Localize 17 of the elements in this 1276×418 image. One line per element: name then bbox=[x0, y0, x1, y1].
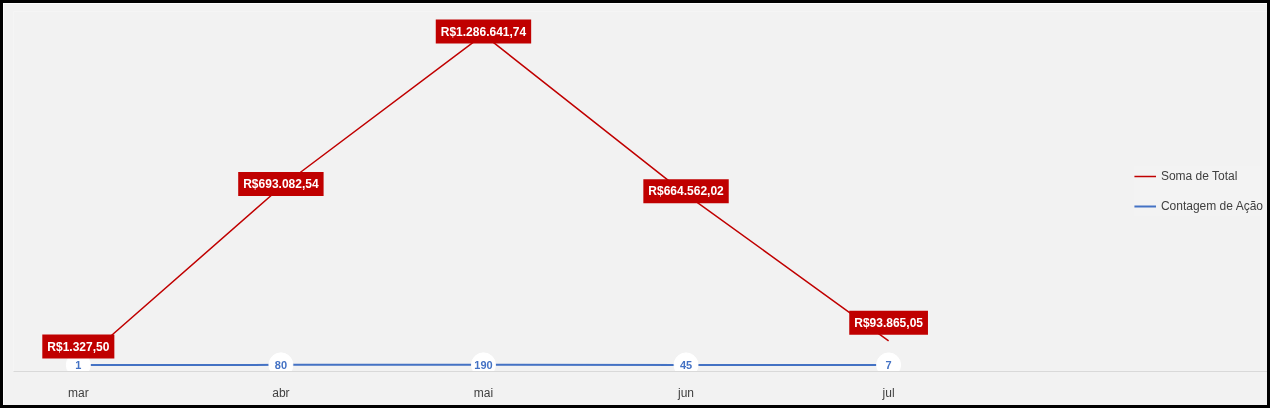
legend-label: Contagem de Ação bbox=[1160, 199, 1263, 213]
x-tick-label: jun bbox=[677, 385, 695, 400]
data-label: R$1.286.641,74 bbox=[440, 24, 527, 39]
legend-label: Soma de Total bbox=[1160, 169, 1238, 183]
data-label: 190 bbox=[474, 358, 493, 371]
data-label: R$1.327,50 bbox=[47, 339, 110, 354]
x-tick-label: mar bbox=[67, 385, 89, 400]
x-tick-label: jul bbox=[881, 385, 895, 400]
x-tick-label: mai bbox=[473, 385, 494, 400]
data-label: 45 bbox=[679, 358, 693, 371]
data-label: R$664.562,02 bbox=[648, 184, 725, 199]
data-label: R$693.082,54 bbox=[243, 176, 319, 191]
data-label: 7 bbox=[885, 358, 892, 371]
x-tick-label: abr bbox=[272, 385, 290, 400]
data-label: 80 bbox=[274, 358, 288, 371]
data-label: R$93.865,05 bbox=[854, 315, 924, 330]
data-label: 1 bbox=[75, 358, 82, 371]
